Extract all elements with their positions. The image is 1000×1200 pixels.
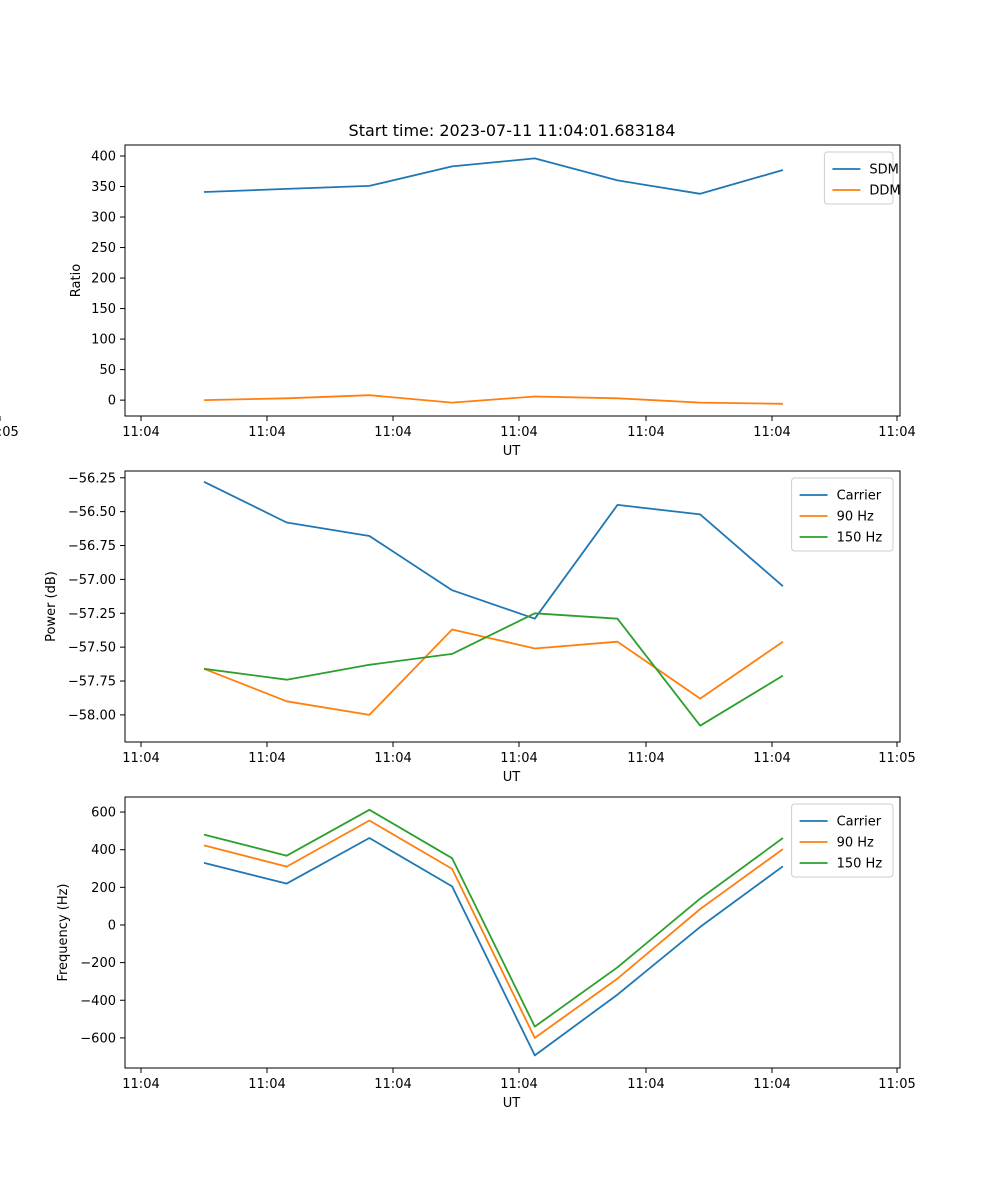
y-tick-label: 400 — [91, 149, 116, 164]
y-tick-label: 400 — [91, 843, 116, 858]
y-tick-label: −57.25 — [68, 607, 116, 622]
legend-label: DDM — [869, 184, 900, 199]
y-axis-label: Ratio — [69, 264, 84, 297]
y-axis-label: Power (dB) — [44, 571, 59, 642]
x-tick-label: 11:04 — [500, 1077, 537, 1092]
axes-frame — [124, 144, 901, 417]
y-tick-label: −600 — [80, 1031, 116, 1046]
axes-frame — [124, 796, 901, 1069]
x-tick-label: 11:04 — [500, 425, 537, 440]
x-tick-label: 11:04 — [753, 425, 790, 440]
x-tick-label: 11:04 — [753, 751, 790, 766]
y-tick-label: −56.75 — [68, 539, 116, 554]
ratio-plot: 0 50 100 150 200 250 300 350 400 11:04 11:04 11:04 1… — [0, 144, 916, 459]
y-tick-label: −56.25 — [68, 471, 116, 486]
x-tick-label: 11:05 — [878, 1077, 915, 1092]
y-tick-label: 200 — [91, 881, 116, 896]
x-tick-label: 11:04 — [627, 1077, 664, 1092]
x-tick-label: 11:04 — [627, 425, 664, 440]
y-tick-label: −400 — [80, 994, 116, 1009]
legend-label: Carrier — [837, 489, 882, 504]
x-tick-label: 11:04 — [248, 425, 285, 440]
legend-label: Carrier — [837, 815, 882, 830]
legend — [791, 477, 894, 552]
y-tick-label: −57.75 — [68, 675, 116, 690]
x-tick-label: 11:04 — [374, 751, 411, 766]
legend — [791, 803, 894, 878]
legend — [823, 151, 894, 205]
y-tick-label: 200 — [91, 272, 116, 287]
y-tick-label: −200 — [80, 956, 116, 971]
x-tick-label: 11:04 — [753, 1077, 790, 1092]
series-line-carrier — [203, 480, 784, 620]
axes-frame — [124, 470, 901, 743]
y-tick-label: −57.00 — [68, 573, 116, 588]
series-line-90-hz — [203, 819, 784, 1039]
x-axis-label: UT — [503, 1096, 521, 1111]
series-line-carrier — [203, 837, 784, 1057]
y-tick-label: −56.50 — [68, 505, 116, 520]
legend-label: 150 Hz — [837, 857, 883, 872]
x-tick-label: 11:04 — [627, 751, 664, 766]
y-tick-label: 100 — [91, 333, 116, 348]
x-tick-label: 11:05 — [0, 425, 19, 440]
x-tick-label: 11:04 — [500, 751, 537, 766]
y-tick-label: 600 — [91, 806, 116, 821]
x-tick-label: 11:04 — [878, 425, 915, 440]
series-line-150-hz — [203, 808, 784, 1028]
x-tick-label: 11:04 — [122, 751, 159, 766]
y-axis-label: Frequency (Hz) — [56, 883, 71, 981]
x-tick-label: 11:04 — [374, 425, 411, 440]
y-tick-label: 150 — [91, 302, 116, 317]
legend-label: 90 Hz — [837, 836, 874, 851]
x-tick-label: 11:04 — [248, 751, 285, 766]
y-tick-label: 250 — [91, 241, 116, 256]
figure-title: Start time: 2023-07-11 11:04:01.683184 — [349, 121, 676, 140]
legend-label: 150 Hz — [837, 531, 883, 546]
series-line-90-hz — [203, 628, 784, 716]
y-tick-label: 300 — [91, 211, 116, 226]
x-axis-label: UT — [503, 770, 521, 785]
x-tick-label: 11:04 — [248, 1077, 285, 1092]
y-tick-label: 350 — [91, 180, 116, 195]
y-tick-label: 0 — [108, 918, 116, 933]
frequency-plot: −600 −400 −200 0 200 400 600 11:04 11:04 11:04 11:… — [56, 796, 916, 1111]
legend-label: SDM — [869, 163, 898, 178]
series-line-sdm — [203, 157, 784, 195]
series-line-ddm — [203, 394, 783, 405]
x-axis-label: UT — [503, 444, 521, 459]
y-tick-label: 0 — [108, 394, 116, 409]
x-tick-label: 11:05 — [878, 751, 915, 766]
x-tick-label: 11:04 — [122, 1077, 159, 1092]
x-tick-label: 11:04 — [122, 425, 159, 440]
series-line-150-hz — [203, 612, 784, 727]
y-tick-label: −57.50 — [68, 641, 116, 656]
y-tick-label: 50 — [99, 363, 116, 378]
y-tick-label: −58.00 — [68, 708, 116, 723]
legend-label: 90 Hz — [837, 510, 874, 525]
x-tick-label: 11:04 — [374, 1077, 411, 1092]
power-plot: −58.00 −57.75 −57.50 −57.25 −57.00 −56.75 −56.… — [44, 470, 916, 785]
